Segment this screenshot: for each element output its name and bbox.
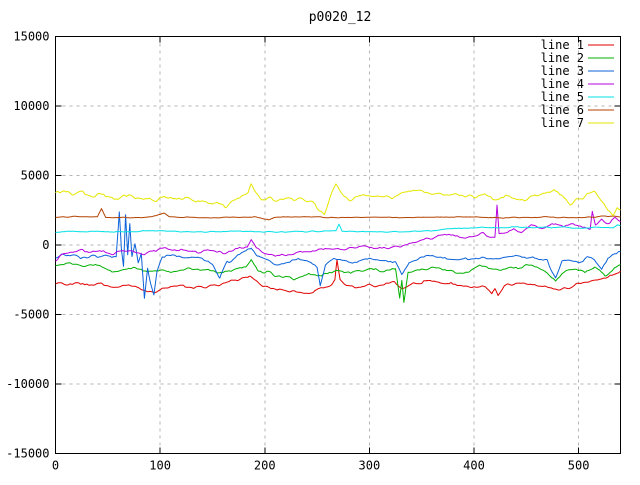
legend-label-line-1: line 1 xyxy=(541,38,584,52)
legend-label-line-4: line 4 xyxy=(541,77,584,91)
y-tick-label: 0 xyxy=(42,238,49,252)
y-tick-label: -15000 xyxy=(6,447,49,461)
series-line-3 xyxy=(55,211,621,299)
legend-label-line-7: line 7 xyxy=(541,116,584,130)
series-line-5 xyxy=(55,223,621,233)
series-line-4 xyxy=(55,204,621,262)
x-tick-label: 500 xyxy=(568,459,590,473)
x-tick-label: 400 xyxy=(463,459,485,473)
y-tick-label: -5000 xyxy=(13,308,49,322)
y-tick-label: 15000 xyxy=(13,30,49,44)
x-tick-label: 0 xyxy=(52,459,59,473)
x-tick-label: 200 xyxy=(254,459,276,473)
legend-label-line-2: line 2 xyxy=(541,51,584,65)
legend-label-line-5: line 5 xyxy=(541,90,584,104)
legend-label-line-6: line 6 xyxy=(541,103,584,117)
legend-label-line-3: line 3 xyxy=(541,64,584,78)
series-line-6 xyxy=(55,208,621,221)
x-tick-label: 300 xyxy=(359,459,381,473)
y-tick-label: 5000 xyxy=(21,169,50,183)
series-line-1 xyxy=(55,259,621,296)
series-line-2 xyxy=(55,259,621,303)
y-tick-label: -10000 xyxy=(6,377,49,391)
series-line-7 xyxy=(55,183,621,216)
chart-title: p0020_12 xyxy=(309,10,372,25)
x-tick-label: 100 xyxy=(149,459,171,473)
y-tick-label: 10000 xyxy=(13,99,49,113)
